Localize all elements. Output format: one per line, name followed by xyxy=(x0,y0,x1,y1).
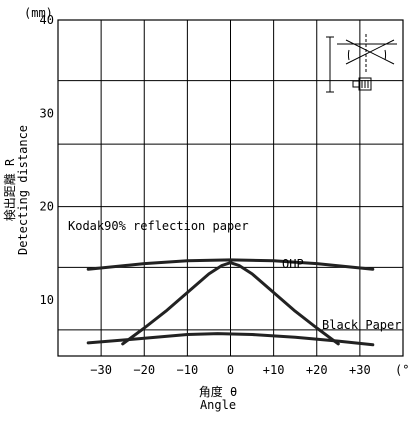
x-axis-label-jp: 角度 θ xyxy=(199,384,237,399)
y-axis-label-en: Detecting distance xyxy=(16,125,30,255)
y-tick-label: 30 xyxy=(40,106,54,120)
x-tick-label: −30 xyxy=(90,363,112,377)
series-label-ohp: OHP xyxy=(282,257,304,271)
x-tick-label: −10 xyxy=(177,363,199,377)
grid xyxy=(58,20,403,356)
y-unit-label: (mm) xyxy=(24,6,53,20)
series-line-ohp xyxy=(121,261,340,346)
y-axis-label-jp: 検出距離 R xyxy=(3,158,17,221)
x-tick-label: +10 xyxy=(263,363,285,377)
series-label-black-paper: Black Paper xyxy=(322,318,401,332)
series-label-kodak: Kodak90% reflection paper xyxy=(68,219,249,233)
sensor-diagram-icon xyxy=(326,34,397,93)
x-tick-label: +30 xyxy=(349,363,371,377)
y-tick-label: 40 xyxy=(40,13,54,27)
x-tick-label: −20 xyxy=(133,363,155,377)
x-tick-label: +20 xyxy=(306,363,328,377)
y-tick-label: 20 xyxy=(40,200,54,214)
x-unit-label: (°) xyxy=(395,363,409,377)
x-tick-label: 0 xyxy=(227,363,234,377)
y-tick-label: 10 xyxy=(40,293,54,307)
plot-frame xyxy=(57,19,404,357)
tick-labels: −30 −20 −10 0 +10 +20 +30 10 20 30 40 xyxy=(40,13,371,377)
series-line-kodak xyxy=(86,258,375,271)
x-axis-label-en: Angle xyxy=(200,398,236,412)
series-line-black-paper xyxy=(86,332,375,347)
series-layer xyxy=(86,258,375,347)
